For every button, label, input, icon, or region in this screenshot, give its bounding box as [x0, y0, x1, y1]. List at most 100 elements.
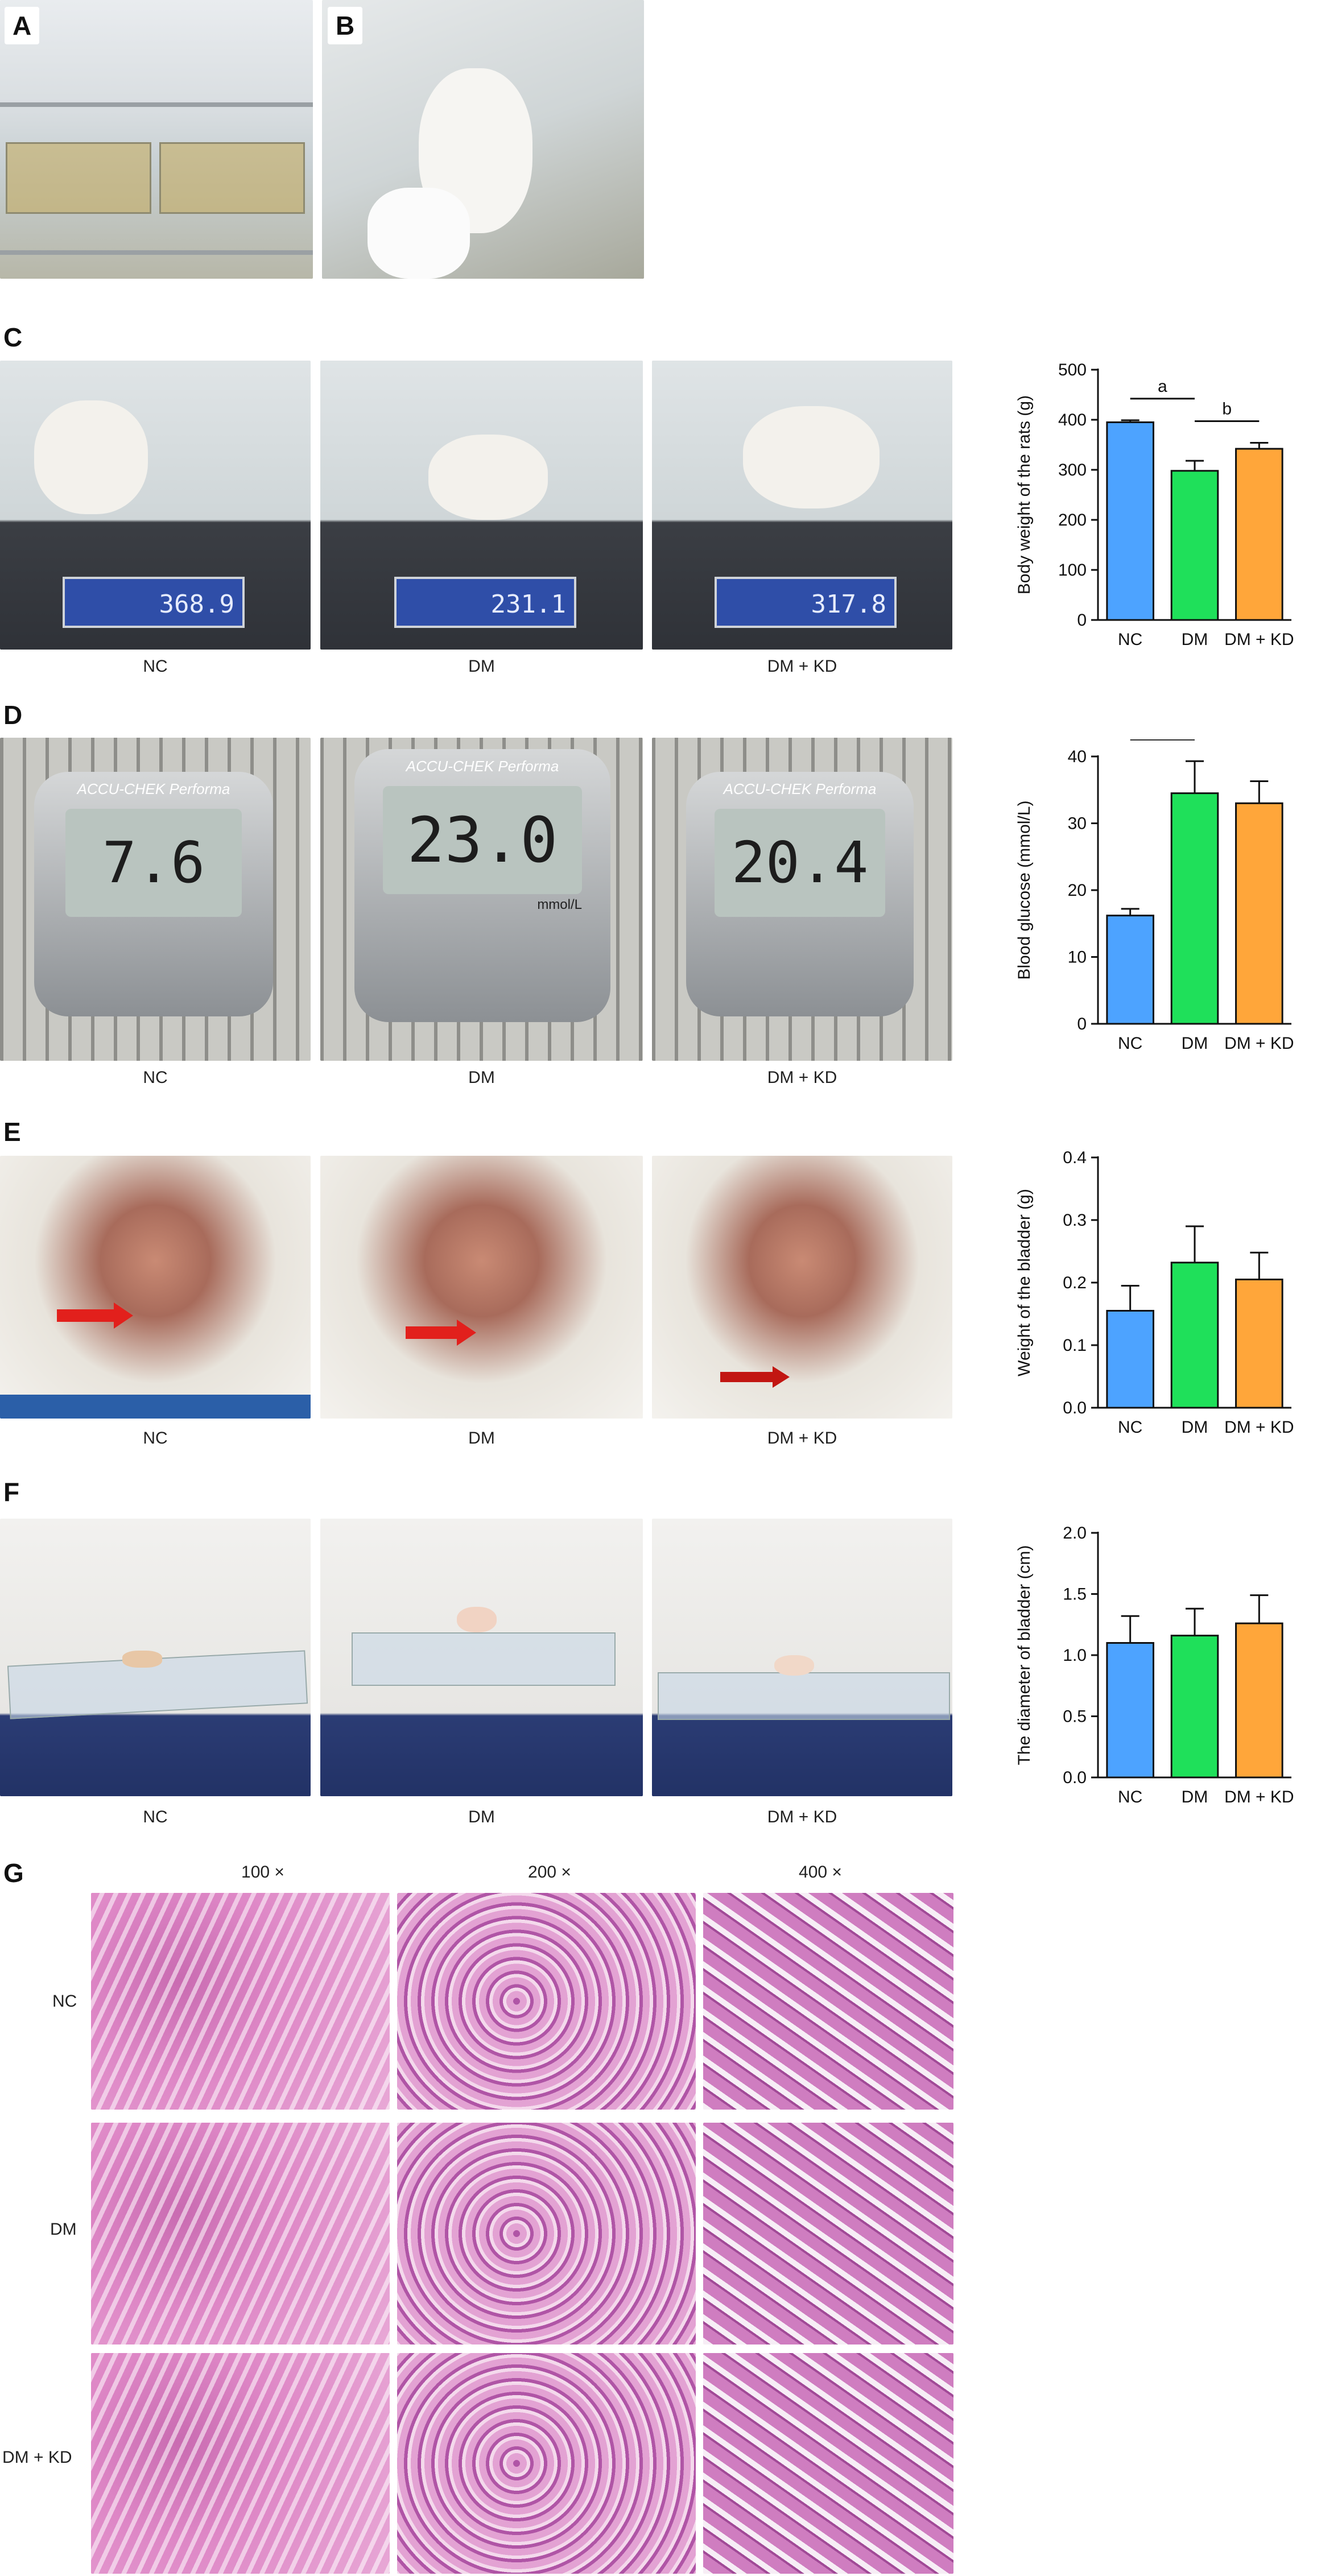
y-axis-label: Blood glucose (mmol/L)	[1015, 800, 1034, 979]
histology-dm-200	[397, 2123, 696, 2345]
histology-nc-400	[703, 1893, 953, 2110]
meter-unit-dm: mmol/L	[537, 897, 582, 912]
photo-scale-dm: 231.1	[320, 361, 643, 650]
bar-dm	[1170, 1262, 1219, 1409]
bar-dm-kd	[1235, 802, 1283, 1025]
bar-nc	[1106, 915, 1154, 1025]
histo-row-label-nc: NC	[52, 1992, 77, 2011]
bar-dm	[1170, 792, 1219, 1025]
caption-f-dmkd: DM + KD	[767, 1808, 837, 1826]
histology-dmkd-200	[397, 2353, 696, 2574]
meter-readout-dmkd: 20.4	[715, 809, 885, 917]
panel-label-a: A	[5, 7, 40, 44]
histology-dmkd-100	[91, 2353, 390, 2574]
chart-blood-glucose: 0 10 20 30 40 Blood glucose (mmol/L) NC DM DM + …	[1015, 739, 1294, 1053]
mag-label-200: 200 ×	[528, 1863, 571, 1882]
photo-dissection-dm	[320, 1156, 643, 1419]
photo-scale-nc: 368.9	[0, 361, 311, 650]
x-tick-label: NC	[1118, 1034, 1142, 1053]
panel-label-f: F	[3, 1477, 20, 1507]
y-axis-label: Weight of the bladder (g)	[1015, 1189, 1034, 1376]
photo-ruler-dm	[320, 1519, 643, 1796]
bar-dm-kd	[1235, 1279, 1283, 1409]
y-tick-label: 0.2	[1063, 1273, 1087, 1292]
chart-bladder-weight: 0.0 0.1 0.2 0.3 0.4 Weight of the bladder (g)…	[1015, 1148, 1294, 1437]
chart-body-weight: 0 100 200 300 400 500 Body weight of the rats …	[1015, 361, 1294, 649]
y-tick-label: 0.5	[1063, 1707, 1087, 1726]
y-tick-label: 1.5	[1063, 1585, 1087, 1604]
significance-label: a	[1158, 377, 1167, 396]
panel-label-c: C	[3, 322, 23, 352]
meter-brand-nc: ACCU-CHEK Performa	[77, 780, 230, 797]
histology-dm-100	[91, 2123, 390, 2345]
meter-brand-dmkd: ACCU-CHEK Performa	[723, 780, 877, 797]
panel-label-d: D	[3, 700, 23, 730]
y-tick-label: 0	[1077, 1015, 1087, 1033]
y-tick-label: 100	[1058, 561, 1087, 580]
panel-label-b: B	[328, 7, 363, 44]
photo-rat-injection	[322, 0, 644, 279]
caption-e-dmkd: DM + KD	[767, 1429, 837, 1448]
mag-label-400: 400 ×	[799, 1863, 842, 1882]
photo-ruler-nc	[0, 1519, 311, 1796]
meter-brand-dm: ACCU-CHEK Performa	[406, 758, 559, 775]
significance-label: b	[1222, 399, 1232, 418]
y-tick-label: 2.0	[1063, 1524, 1087, 1543]
x-tick-label: DM	[1182, 1034, 1208, 1053]
y-tick-label: 1.0	[1063, 1646, 1087, 1665]
x-tick-label: NC	[1118, 1418, 1142, 1437]
x-tick-label: NC	[1118, 630, 1142, 649]
x-tick-label: DM + KD	[1224, 630, 1294, 649]
bar-dm-kd	[1235, 1622, 1283, 1779]
y-tick-label: 0.4	[1063, 1148, 1087, 1167]
bar-nc	[1106, 1310, 1154, 1409]
bar-dm	[1170, 470, 1219, 621]
y-tick-label: 0.0	[1063, 1768, 1087, 1787]
bar-dm	[1170, 1635, 1219, 1779]
histo-row-label-dmkd: DM + KD	[2, 2448, 72, 2467]
photo-dissection-nc	[0, 1156, 311, 1419]
x-tick-label: DM + KD	[1224, 1034, 1294, 1053]
histology-dmkd-400	[703, 2353, 953, 2574]
meter-readout-nc: 7.6	[65, 809, 242, 917]
caption-c-dm: DM	[468, 657, 495, 676]
y-axis-label: Body weight of the rats (g)	[1015, 395, 1034, 594]
caption-d-dmkd: DM + KD	[767, 1068, 837, 1087]
y-tick-label: 0.3	[1063, 1211, 1087, 1230]
caption-c-dmkd: DM + KD	[767, 657, 837, 676]
y-tick-label: 300	[1058, 461, 1087, 479]
histology-nc-100	[91, 1893, 390, 2110]
mag-label-100: 100 ×	[241, 1863, 284, 1882]
photo-meter-dmkd: ACCU-CHEK Performa 20.4	[652, 738, 952, 1061]
scale-readout-nc: 368.9	[63, 577, 245, 628]
caption-e-nc: NC	[143, 1429, 168, 1448]
photo-meter-dm: ACCU-CHEK Performa 23.0 mmol/L	[320, 738, 643, 1061]
y-tick-label: 40	[1068, 747, 1087, 766]
x-tick-label: DM	[1182, 1418, 1208, 1437]
x-tick-label: DM	[1182, 1788, 1208, 1806]
panel-label-e: E	[3, 1117, 21, 1147]
histology-dm-400	[703, 2123, 953, 2345]
bar-nc	[1106, 421, 1154, 621]
y-tick-label: 0	[1077, 611, 1087, 630]
x-tick-label: DM	[1182, 630, 1208, 649]
caption-f-dm: DM	[468, 1808, 495, 1826]
y-axis-label: The diameter of bladder (cm)	[1015, 1545, 1034, 1765]
photo-scale-dmkd: 317.8	[652, 361, 952, 650]
photo-rat-cages	[0, 0, 313, 279]
histo-row-label-dm: DM	[50, 2220, 77, 2239]
x-tick-label: DM + KD	[1224, 1418, 1294, 1437]
y-tick-label: 500	[1058, 361, 1087, 379]
x-tick-label: DM + KD	[1224, 1788, 1294, 1806]
y-tick-label: 400	[1058, 411, 1087, 429]
x-tick-label: NC	[1118, 1788, 1142, 1806]
caption-d-nc: NC	[143, 1068, 168, 1087]
y-tick-label: 20	[1068, 881, 1087, 900]
y-tick-label: 30	[1068, 814, 1087, 833]
y-tick-label: 0.1	[1063, 1336, 1087, 1355]
bar-dm-kd	[1235, 448, 1283, 621]
photo-dissection-dmkd	[652, 1156, 952, 1419]
meter-readout-dm: 23.0	[383, 786, 582, 894]
scale-readout-dm: 231.1	[394, 577, 576, 628]
caption-e-dm: DM	[468, 1429, 495, 1448]
